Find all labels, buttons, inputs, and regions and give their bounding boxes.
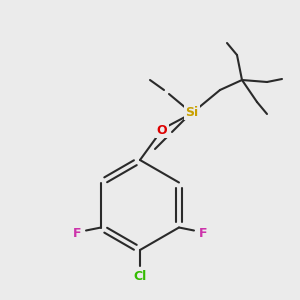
Text: Cl: Cl bbox=[134, 269, 147, 283]
Text: F: F bbox=[199, 227, 207, 240]
Text: F: F bbox=[73, 227, 81, 240]
Text: O: O bbox=[157, 124, 167, 136]
Text: Si: Si bbox=[185, 106, 199, 118]
